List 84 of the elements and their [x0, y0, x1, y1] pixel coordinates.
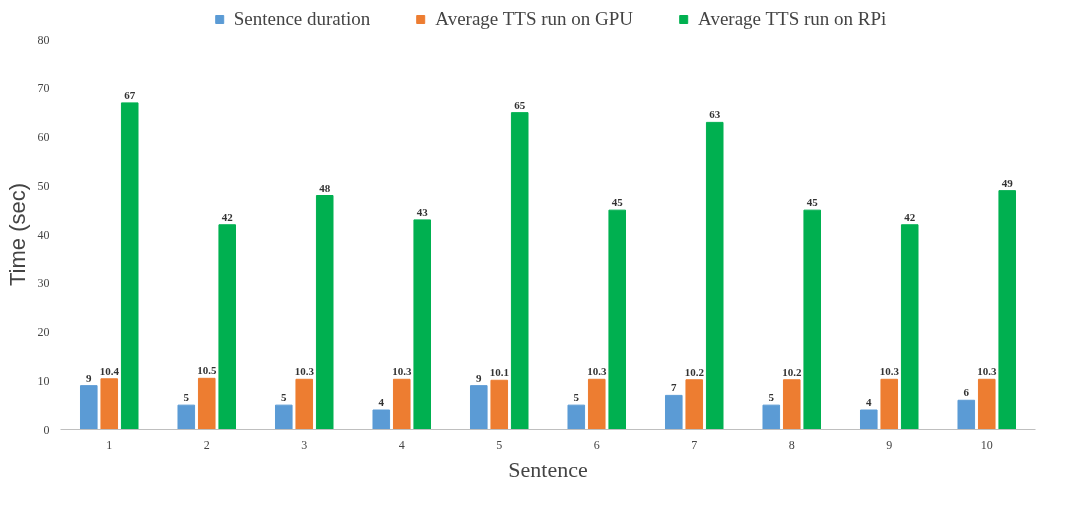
x-tick-label: 1: [106, 437, 113, 452]
bar: [100, 378, 119, 430]
data-label: 48: [319, 181, 331, 194]
x-tick-label: 3: [301, 437, 308, 452]
bar: [392, 378, 411, 430]
legend-label: Average TTS run on RPi: [698, 8, 887, 30]
data-label: 10.3: [294, 365, 315, 378]
bar: [197, 377, 216, 430]
data-label: 5: [768, 391, 775, 404]
bar: [859, 409, 878, 430]
data-label: 10.5: [197, 364, 217, 377]
bar: [372, 409, 391, 430]
x-tick-label: 2: [203, 437, 210, 452]
bar: [274, 404, 293, 430]
data-label: 67: [124, 88, 136, 101]
legend-label: Sentence duration: [233, 8, 371, 30]
y-tick-label: 50: [37, 178, 50, 193]
bar: [957, 399, 976, 430]
y-tick-label: 20: [37, 325, 50, 339]
data-label: 49: [1001, 176, 1014, 189]
data-label: 63: [709, 108, 721, 121]
data-label: 4: [378, 396, 385, 408]
data-label: 6: [963, 386, 970, 399]
bar: [900, 224, 919, 430]
x-axis-title: Sentence: [508, 456, 588, 482]
data-label: 45: [806, 196, 819, 209]
data-label: 10.4: [99, 364, 120, 377]
x-tick-label: 9: [886, 437, 893, 452]
bar: [567, 404, 586, 430]
data-label: 65: [514, 98, 526, 111]
bar: [177, 404, 196, 430]
y-tick-label: 80: [37, 32, 50, 47]
data-label: 10.3: [587, 365, 607, 378]
x-tick-label: 7: [691, 437, 698, 452]
data-label: 5: [281, 391, 288, 404]
y-tick-label: 40: [37, 227, 50, 242]
x-tick-label: 8: [788, 437, 795, 452]
bar: [120, 102, 139, 430]
x-tick-label: 10: [980, 437, 993, 452]
y-axis-title: Time (sec): [4, 182, 30, 287]
bar: [977, 378, 996, 430]
bar: [880, 378, 899, 430]
data-label: 45: [611, 196, 624, 209]
data-label: 10.3: [879, 365, 900, 378]
data-label: 10.3: [977, 365, 997, 378]
x-tick-label: 4: [398, 437, 405, 452]
bar: [510, 112, 529, 430]
bar: [413, 219, 432, 430]
bar: [998, 190, 1017, 430]
y-tick-label: 30: [37, 276, 50, 291]
bar: [685, 379, 704, 430]
y-tick-label: 70: [37, 81, 50, 96]
data-label: 4: [866, 396, 873, 408]
bar: [295, 378, 314, 430]
data-label: 10.2: [684, 365, 705, 378]
bar: [469, 385, 488, 430]
data-label: 5: [183, 391, 190, 404]
legend-label: Average TTS run on GPU: [435, 8, 634, 30]
data-label: 42: [904, 210, 916, 223]
data-label: 9: [86, 371, 93, 384]
bar: [782, 379, 801, 430]
data-label: 43: [416, 205, 429, 218]
x-tick-label: 6: [593, 437, 600, 452]
y-tick-label: 60: [37, 130, 50, 144]
data-label: 10.3: [392, 365, 412, 378]
y-tick-label: 10: [37, 373, 50, 388]
bar: [218, 224, 237, 430]
y-tick-label: 0: [43, 422, 50, 437]
bar: [608, 209, 627, 430]
bar: [490, 379, 509, 430]
data-label: 9: [476, 371, 483, 384]
bar: [315, 195, 334, 430]
bar: [705, 121, 724, 430]
data-label: 5: [573, 391, 580, 404]
bar: [803, 209, 822, 430]
data-label: 10.2: [782, 365, 802, 378]
data-label: 10.1: [489, 366, 509, 379]
bar: [762, 404, 781, 430]
data-label: 42: [221, 210, 234, 223]
bar: [79, 385, 98, 430]
x-tick-label: 5: [496, 437, 503, 452]
bar: [587, 378, 606, 430]
bar: [664, 394, 683, 430]
data-label: 7: [671, 381, 678, 394]
